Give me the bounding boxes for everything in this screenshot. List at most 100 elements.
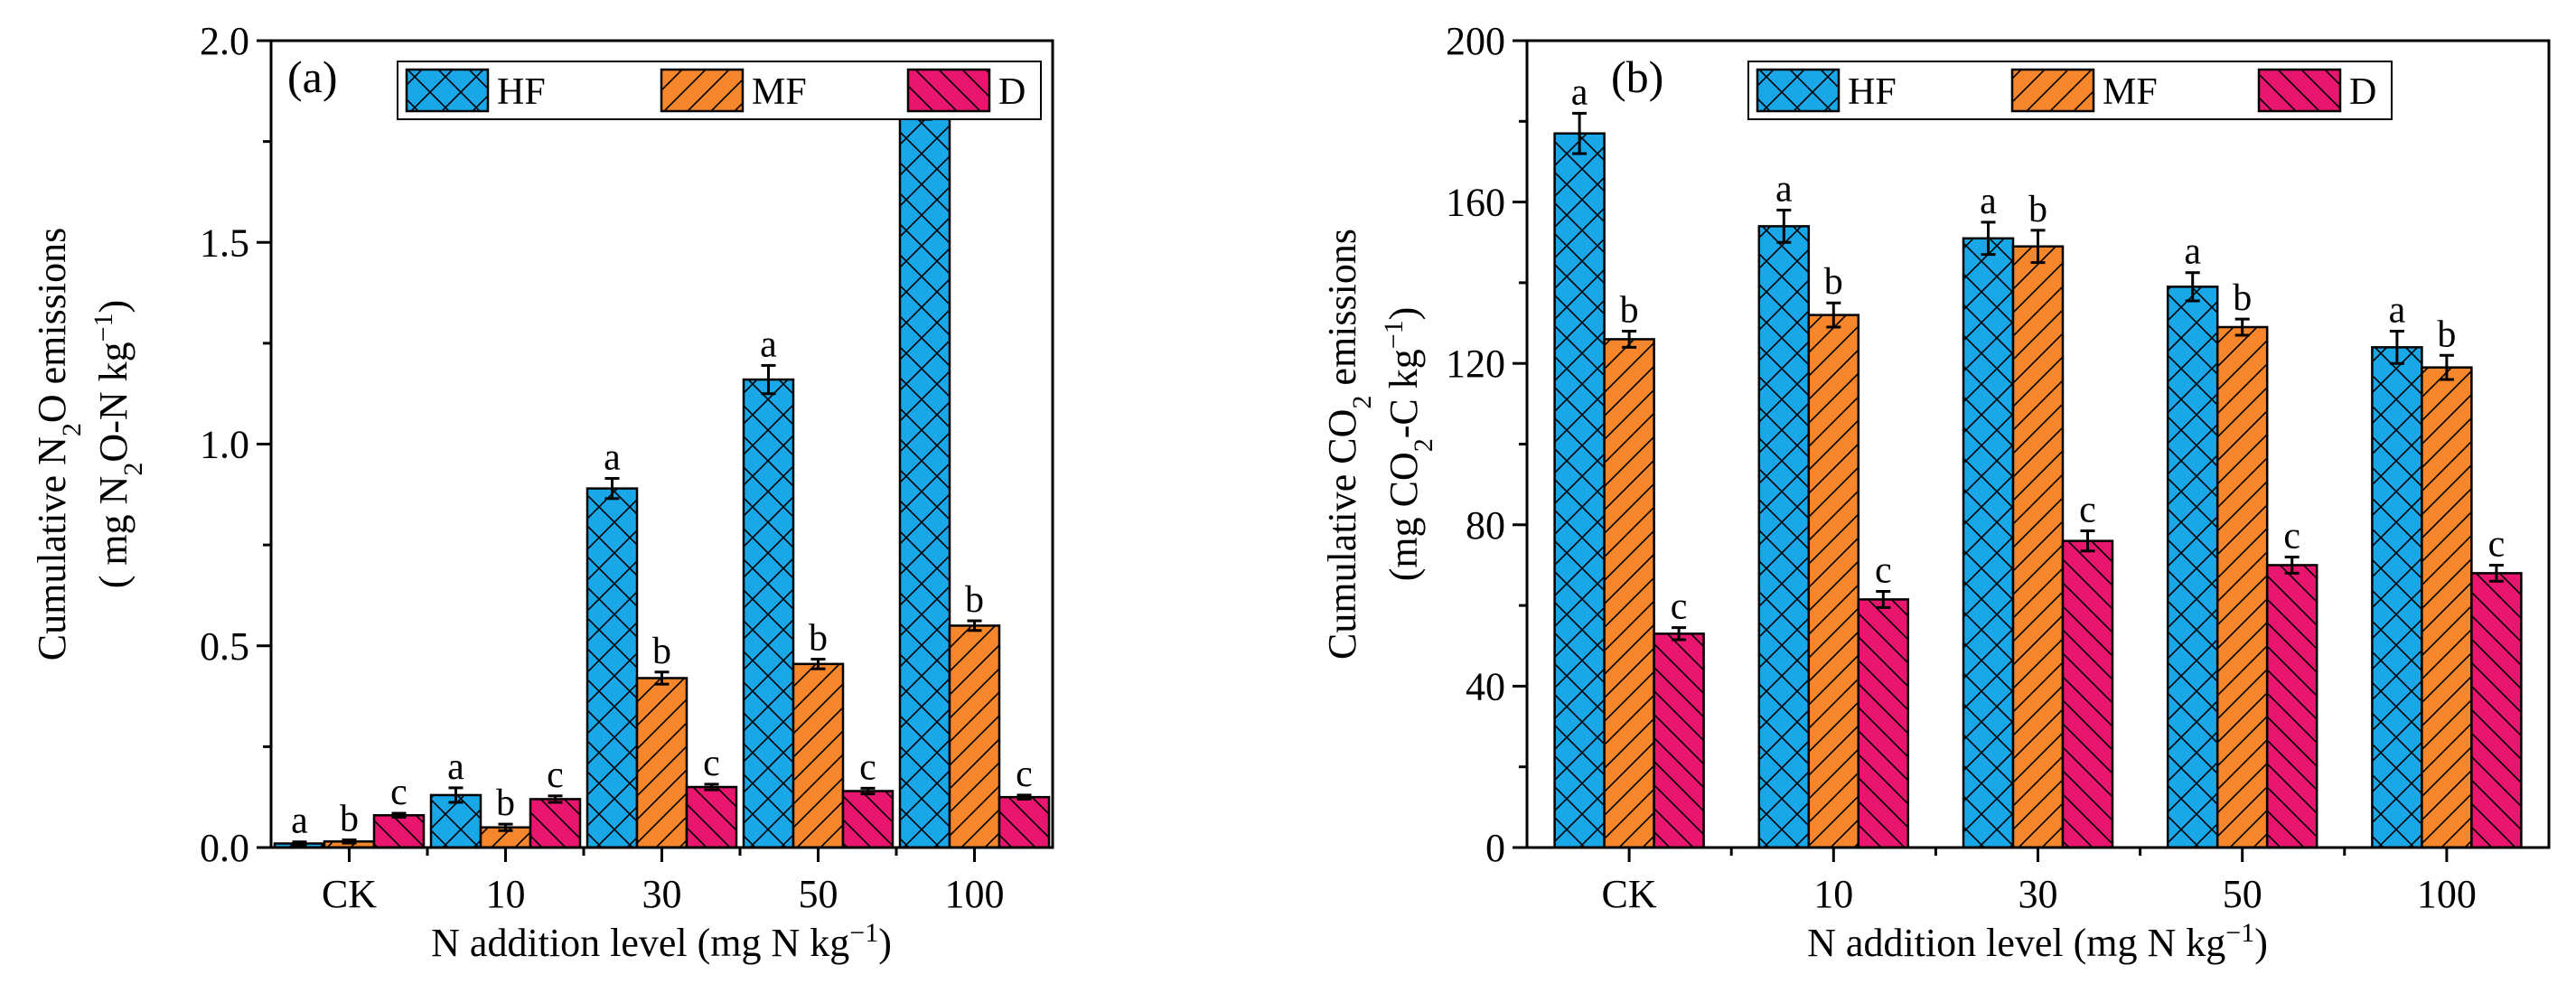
error-bar xyxy=(1776,209,1792,244)
bar-hf-ck-hatch xyxy=(1553,132,1606,849)
x-tick-label: 100 xyxy=(945,872,1005,916)
x-tick-label: 50 xyxy=(799,872,838,916)
y-tick-label: 1.5 xyxy=(200,220,249,265)
error-bar xyxy=(2234,317,2250,337)
significance-letter: a xyxy=(760,323,777,365)
significance-letter: a xyxy=(291,801,308,842)
error-bar xyxy=(810,657,826,670)
y-axis-label-line1-b: Cumulative CO2 emissions xyxy=(1320,229,1377,660)
legend-b: HF MF D xyxy=(1747,61,2393,120)
significance-letter: b xyxy=(2028,189,2047,230)
x-tick-label: 30 xyxy=(2019,872,2058,916)
bar-mf-10-hatch xyxy=(1807,314,1860,849)
bar-hf-10-hatch xyxy=(1757,225,1811,849)
bar-hf-10-hatch xyxy=(429,793,482,849)
x-axis-label-b: N addition level (mg N kg−1) xyxy=(1807,918,2268,966)
x-ticks-a: CK 10 30 50 100 xyxy=(322,848,1005,916)
bar-d-10-hatch xyxy=(1857,598,1910,849)
bar-d-ck-hatch xyxy=(372,814,426,849)
y-ticks-a: 0.0 0.5 1.0 1.5 2.0 xyxy=(200,19,271,870)
significance-letter: c xyxy=(1875,549,1892,591)
significance-letter: b xyxy=(2437,314,2456,355)
significance-letter: c xyxy=(1671,586,1688,628)
y-tick-label: 2.0 xyxy=(200,19,249,63)
significance-letter: c xyxy=(547,754,564,796)
legend-label-hf: HF xyxy=(1848,71,1897,113)
error-bar xyxy=(967,619,982,632)
significance-letter: a xyxy=(1571,71,1588,113)
y-tick-label: 120 xyxy=(1446,342,1505,386)
significance-letter: a xyxy=(2389,289,2406,331)
significance-letter: a xyxy=(1775,169,1793,211)
significance-letter: b xyxy=(965,579,984,621)
y-tick-label: 160 xyxy=(1446,181,1505,225)
x-tick-label: 30 xyxy=(642,872,682,916)
error-bar xyxy=(860,786,876,796)
error-bar xyxy=(1572,111,1588,155)
legend-swatch-mf xyxy=(2010,68,2095,113)
y-axis-label-line1-a: Cumulative N2O emissions xyxy=(30,228,87,660)
bar-hf-30-hatch xyxy=(1962,237,2015,849)
y-tick-label: 1.0 xyxy=(200,423,249,467)
significance-letter: c xyxy=(2488,523,2506,565)
error-bar xyxy=(1826,301,1841,329)
bar-mf-50-hatch xyxy=(2215,325,2269,849)
error-bar xyxy=(548,794,563,804)
bar-d-50-hatch xyxy=(841,790,895,849)
error-bar xyxy=(2488,563,2504,583)
error-bar xyxy=(2389,329,2404,365)
legend-label-d: D xyxy=(998,71,1026,113)
x-ticks-b: CK 10 30 50 100 xyxy=(1602,848,2477,916)
error-bar xyxy=(761,363,776,396)
error-bars-b xyxy=(1572,111,2504,642)
bar-d-10-hatch xyxy=(529,798,582,849)
bar-d-30-hatch xyxy=(2061,539,2114,849)
x-tick-label: 10 xyxy=(1813,872,1853,916)
bar-d-100-hatch xyxy=(998,795,1051,849)
legend-a: HF MF D xyxy=(397,61,1042,120)
significance-letter: c xyxy=(2283,516,2300,557)
significance-letter: a xyxy=(1980,181,1997,222)
bar-d-100-hatch xyxy=(2470,572,2523,849)
significance-letter: b xyxy=(809,617,828,659)
bar-d-50-hatch xyxy=(2265,564,2318,849)
error-bar xyxy=(391,811,407,820)
significance-letter: c xyxy=(859,746,876,788)
legend-label-mf: MF xyxy=(2103,71,2158,113)
error-bar xyxy=(292,840,307,847)
error-bar xyxy=(1876,589,1891,609)
bar-mf-ck-hatch xyxy=(1603,338,1655,849)
y-axis-label-line2-b: (mg CO2-C kg−1) xyxy=(1379,307,1438,582)
legend-swatch-d xyxy=(906,68,991,113)
significance-letter: c xyxy=(390,772,407,813)
panel-label-b: (b) xyxy=(1611,52,1663,102)
bar-group-a xyxy=(273,104,1051,849)
x-tick-label: 10 xyxy=(486,872,526,916)
x-tick-label: CK xyxy=(322,872,377,916)
bar-hf-50-hatch xyxy=(2166,286,2219,849)
error-bar xyxy=(1016,793,1032,801)
y-tick-label: 40 xyxy=(1466,664,1505,708)
error-bar xyxy=(2439,353,2454,381)
error-bar xyxy=(2284,556,2300,575)
significance-letter: c xyxy=(703,743,720,784)
error-bar xyxy=(604,476,620,501)
x-tick-label: CK xyxy=(1602,872,1657,916)
bar-group-b xyxy=(1553,132,2523,849)
significance-letter: a xyxy=(447,746,464,788)
bar-hf-100-hatch xyxy=(898,104,951,849)
y-tick-label: 80 xyxy=(1466,503,1505,548)
error-bar xyxy=(1981,220,1996,257)
significance-letter: c xyxy=(1016,754,1033,795)
y-tick-label: 0 xyxy=(1485,826,1505,870)
bar-d-ck-hatch xyxy=(1653,632,1705,849)
panel-label-a: (a) xyxy=(287,52,338,102)
y-tick-label: 0.5 xyxy=(200,624,249,669)
x-tick-label: 100 xyxy=(2417,872,2477,916)
legend-swatch-mf xyxy=(660,68,745,113)
bar-hf-100-hatch xyxy=(2371,346,2423,849)
